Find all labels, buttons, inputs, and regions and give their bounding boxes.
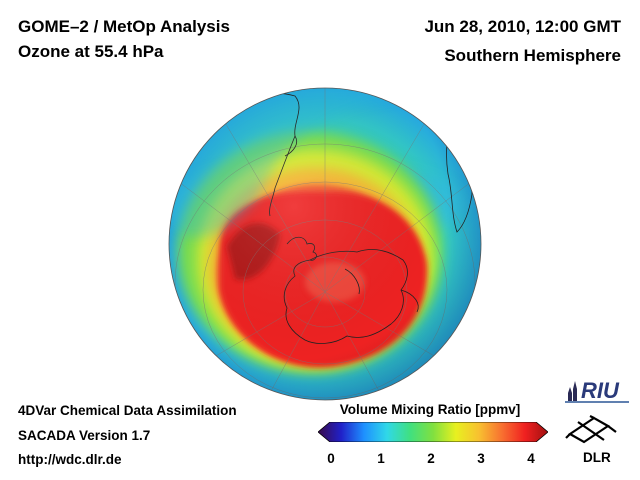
colorbar-tick-2: 2 <box>427 451 435 466</box>
footer-link[interactable]: http://wdc.dlr.de <box>18 452 122 467</box>
colorbar-tick-4: 4 <box>527 451 535 466</box>
riu-logo: RIU <box>563 369 633 405</box>
analysis-title: GOME–2 / MetOp Analysis <box>18 17 230 36</box>
ozone-globe-map <box>165 84 485 404</box>
colorbar-title: Volume Mixing Ratio [ppmv] <box>339 402 521 417</box>
globe-fields <box>169 88 481 400</box>
dlr-logo <box>564 412 620 448</box>
hemisphere-label: Southern Hemisphere <box>444 46 621 65</box>
colorbar-tick-1: 1 <box>377 451 385 466</box>
footer-line-1: 4DVar Chemical Data Assimilation <box>18 403 237 418</box>
svg-text:RIU: RIU <box>581 378 620 403</box>
colorbar-tick-0: 0 <box>327 451 335 466</box>
colorbar-tick-3: 3 <box>477 451 485 466</box>
dlr-label: DLR <box>583 450 611 465</box>
colorbar <box>317 421 549 443</box>
footer-line-2: SACADA Version 1.7 <box>18 428 151 443</box>
date-time-label: Jun 28, 2010, 12:00 GMT <box>424 17 621 36</box>
variable-title: Ozone at 55.4 hPa <box>18 42 164 61</box>
